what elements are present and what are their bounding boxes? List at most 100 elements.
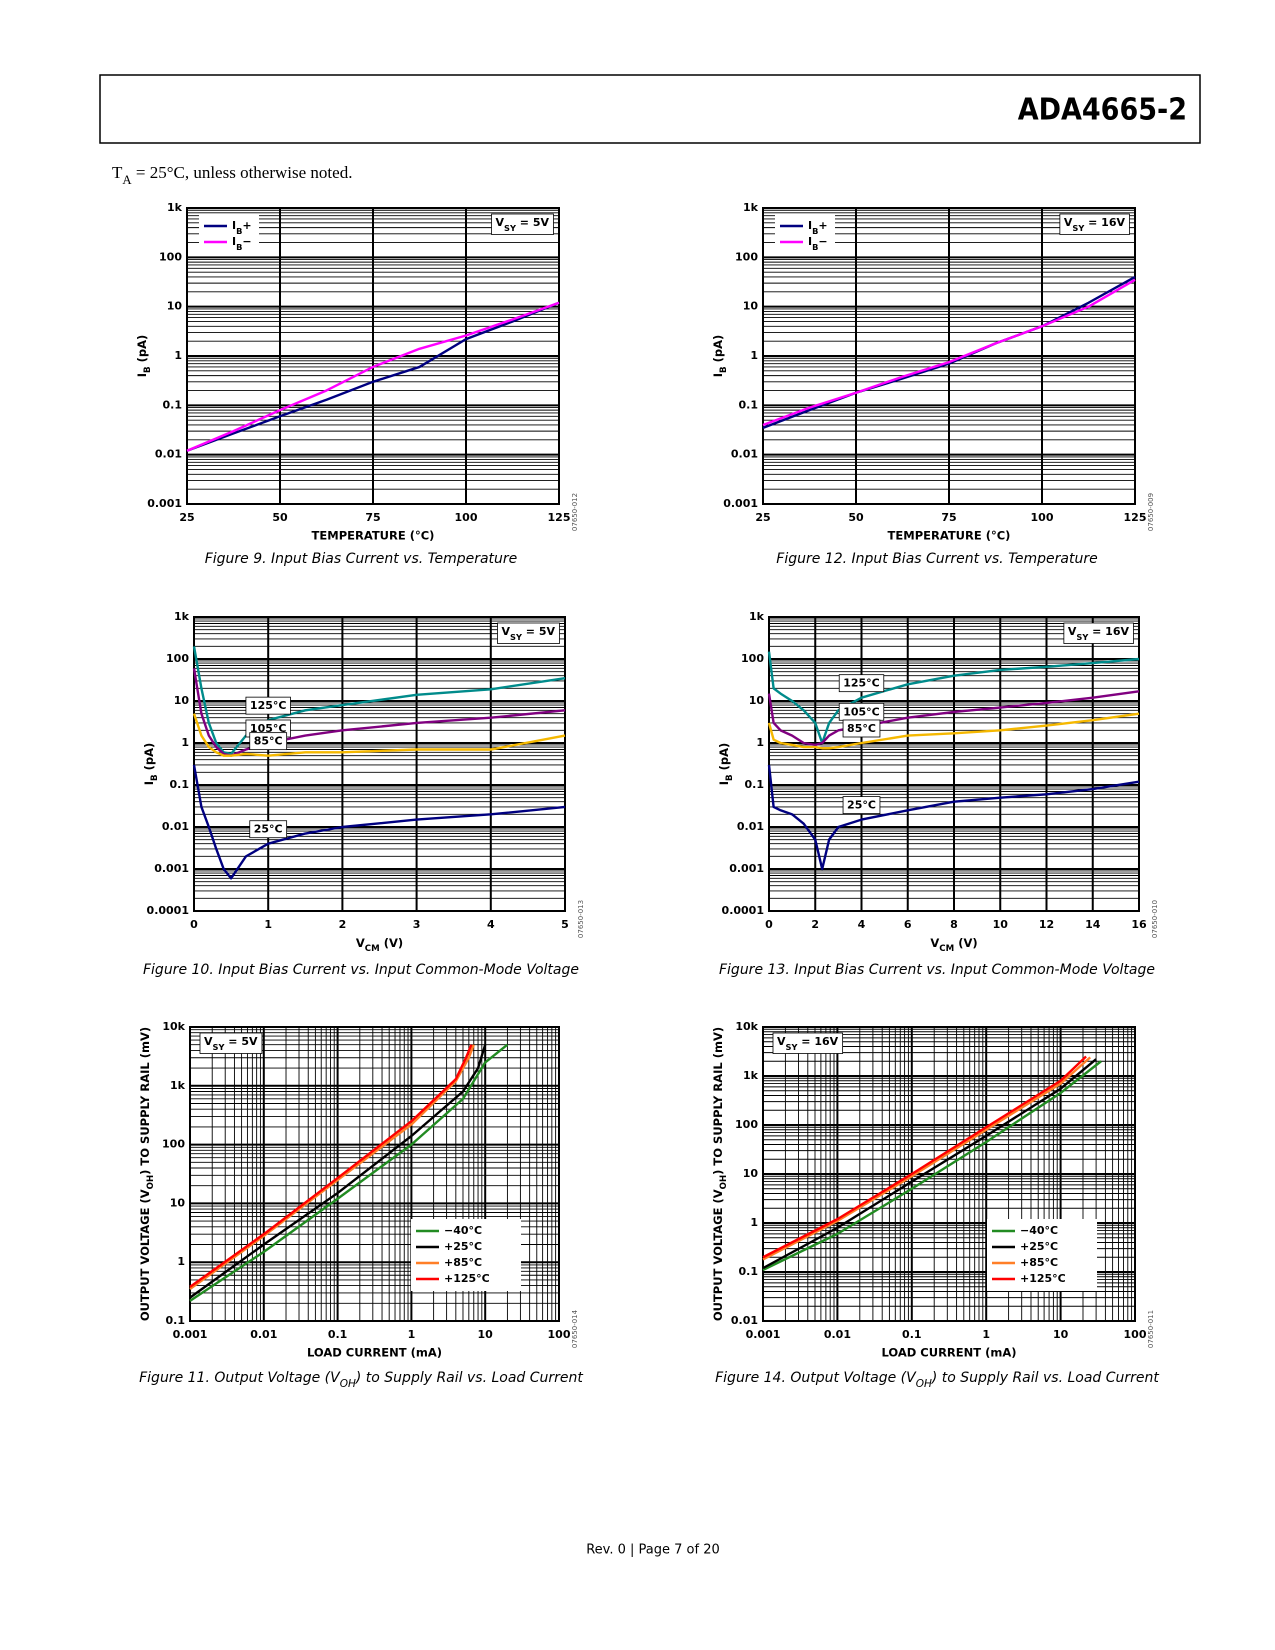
figure-caption: Figure 10. Input Bias Current vs. Input … bbox=[143, 962, 579, 978]
text-part: (pA) bbox=[142, 743, 156, 775]
y-tick-label: 0.01 bbox=[162, 820, 189, 833]
figure-code: 07650-010 bbox=[1151, 900, 1159, 938]
x-tick-label: 1 bbox=[982, 1328, 990, 1341]
text-part: Figure 14. Output Voltage (V bbox=[715, 1370, 917, 1386]
subscript: A bbox=[122, 173, 132, 187]
text-part: T bbox=[112, 163, 123, 182]
x-tick-label: 75 bbox=[941, 511, 956, 524]
x-tick-label: 3 bbox=[413, 918, 421, 931]
x-tick-label: 125 bbox=[1124, 511, 1147, 524]
x-tick-label: 10 bbox=[478, 1328, 494, 1341]
x-axis-label: VCM (V) bbox=[930, 936, 977, 954]
text-part: ) TO SUPPLY RAIL (mV) bbox=[711, 1027, 725, 1175]
x-tick-label: 1 bbox=[408, 1328, 416, 1341]
subscript: SY bbox=[213, 1042, 226, 1052]
y-tick-label: 100 bbox=[741, 652, 764, 665]
series-line bbox=[189, 1044, 487, 1299]
y-tick-label: 10 bbox=[743, 300, 759, 313]
plot-area bbox=[194, 617, 565, 911]
x-tick-label: 4 bbox=[487, 918, 495, 931]
x-axis-label: LOAD CURRENT (mA) bbox=[307, 1346, 442, 1360]
text-part: (pA) bbox=[135, 335, 149, 367]
subscript: OH bbox=[340, 1378, 356, 1390]
text-part: = 5V bbox=[522, 625, 556, 638]
subscript: OH bbox=[719, 1175, 729, 1190]
y-axis-label: IB (pA) bbox=[711, 335, 729, 378]
label-background bbox=[842, 796, 881, 815]
text-part: − bbox=[818, 235, 827, 248]
x-tick-label: 4 bbox=[858, 918, 866, 931]
text-part: ) to Supply Rail vs. Load Current bbox=[355, 1370, 584, 1386]
y-tick-label: 0.1 bbox=[170, 778, 190, 791]
subscript: SY bbox=[786, 1042, 799, 1052]
text-part: I bbox=[711, 373, 725, 377]
text-part: − bbox=[242, 235, 251, 248]
y-tick-label: 10 bbox=[174, 694, 190, 707]
y-axis-label: IB (pA) bbox=[717, 743, 735, 786]
series-label: 25°C bbox=[254, 823, 283, 836]
y-tick-label: 100 bbox=[735, 250, 758, 263]
y-tick-label: 0.1 bbox=[739, 398, 759, 411]
x-axis-label: VCM (V) bbox=[356, 936, 403, 954]
x-tick-label: 50 bbox=[848, 511, 864, 524]
y-tick-label: 1 bbox=[756, 736, 764, 749]
condition-label: VSY = 16V bbox=[1064, 216, 1126, 233]
subscript: CM bbox=[939, 944, 954, 954]
legend-label: IB+ bbox=[232, 219, 252, 236]
condition-label: VSY = 16V bbox=[1068, 625, 1130, 642]
figure-code: 07650-012 bbox=[571, 493, 579, 531]
text-part: = 16V bbox=[1084, 216, 1125, 229]
x-tick-label: 10 bbox=[1053, 1328, 1069, 1341]
legend-label: +85°C bbox=[444, 1256, 482, 1269]
text-part: = 16V bbox=[797, 1035, 838, 1048]
series-line bbox=[186, 301, 560, 452]
label-background bbox=[491, 213, 554, 235]
series-label: 125°C bbox=[250, 699, 287, 712]
label-background bbox=[249, 732, 288, 751]
label-background bbox=[772, 1032, 844, 1054]
text-part: I bbox=[808, 219, 812, 232]
text-part: (pA) bbox=[711, 335, 725, 367]
text-part: = 5V bbox=[516, 216, 550, 229]
text-part: V bbox=[356, 936, 365, 950]
subscript: B bbox=[812, 242, 818, 252]
x-tick-label: 0.01 bbox=[250, 1328, 277, 1341]
conditions-note: TA = 25°C, unless otherwise noted. bbox=[112, 163, 352, 187]
text-part: (V) bbox=[380, 936, 403, 950]
subscript: B bbox=[150, 774, 160, 781]
legend-box bbox=[775, 214, 835, 254]
subscript: B bbox=[143, 366, 153, 373]
x-tick-label: 0.01 bbox=[824, 1328, 851, 1341]
y-tick-label: 0.001 bbox=[729, 862, 764, 875]
series-label: 125°C bbox=[843, 677, 880, 690]
x-axis-label: TEMPERATURE (°C) bbox=[312, 529, 435, 543]
legend-label: +125°C bbox=[1020, 1272, 1066, 1285]
x-axis-label: LOAD CURRENT (mA) bbox=[881, 1346, 1016, 1360]
figure-caption: Figure 14. Output Voltage (VOH) to Suppl… bbox=[715, 1370, 1159, 1390]
text-part: Figure 11. Output Voltage (V bbox=[139, 1370, 341, 1386]
x-tick-label: 14 bbox=[1085, 918, 1101, 931]
y-tick-label: 0.01 bbox=[731, 1314, 758, 1327]
series-label: 105°C bbox=[250, 722, 287, 735]
y-tick-label: 1 bbox=[174, 349, 182, 362]
legend-label: +25°C bbox=[444, 1240, 482, 1253]
series-line bbox=[189, 1043, 509, 1302]
y-tick-label: 100 bbox=[166, 652, 189, 665]
y-tick-label: 1k bbox=[749, 610, 765, 623]
x-tick-label: 0 bbox=[765, 918, 773, 931]
x-tick-label: 50 bbox=[272, 511, 288, 524]
y-tick-label: 10k bbox=[162, 1020, 185, 1033]
series-label: 85°C bbox=[254, 735, 283, 748]
series-line bbox=[762, 278, 1136, 427]
x-tick-label: 0.001 bbox=[746, 1328, 781, 1341]
text-part: I bbox=[142, 781, 156, 785]
y-tick-label: 0.0001 bbox=[147, 904, 189, 917]
x-tick-label: 10 bbox=[993, 918, 1009, 931]
series-line bbox=[192, 713, 566, 757]
plot-frame bbox=[186, 207, 560, 505]
y-tick-label: 100 bbox=[735, 1118, 758, 1131]
subscript: B bbox=[719, 366, 729, 373]
x-tick-label: 125 bbox=[548, 511, 571, 524]
text-part: + bbox=[818, 219, 827, 232]
y-axis-label: IB (pA) bbox=[142, 743, 160, 786]
